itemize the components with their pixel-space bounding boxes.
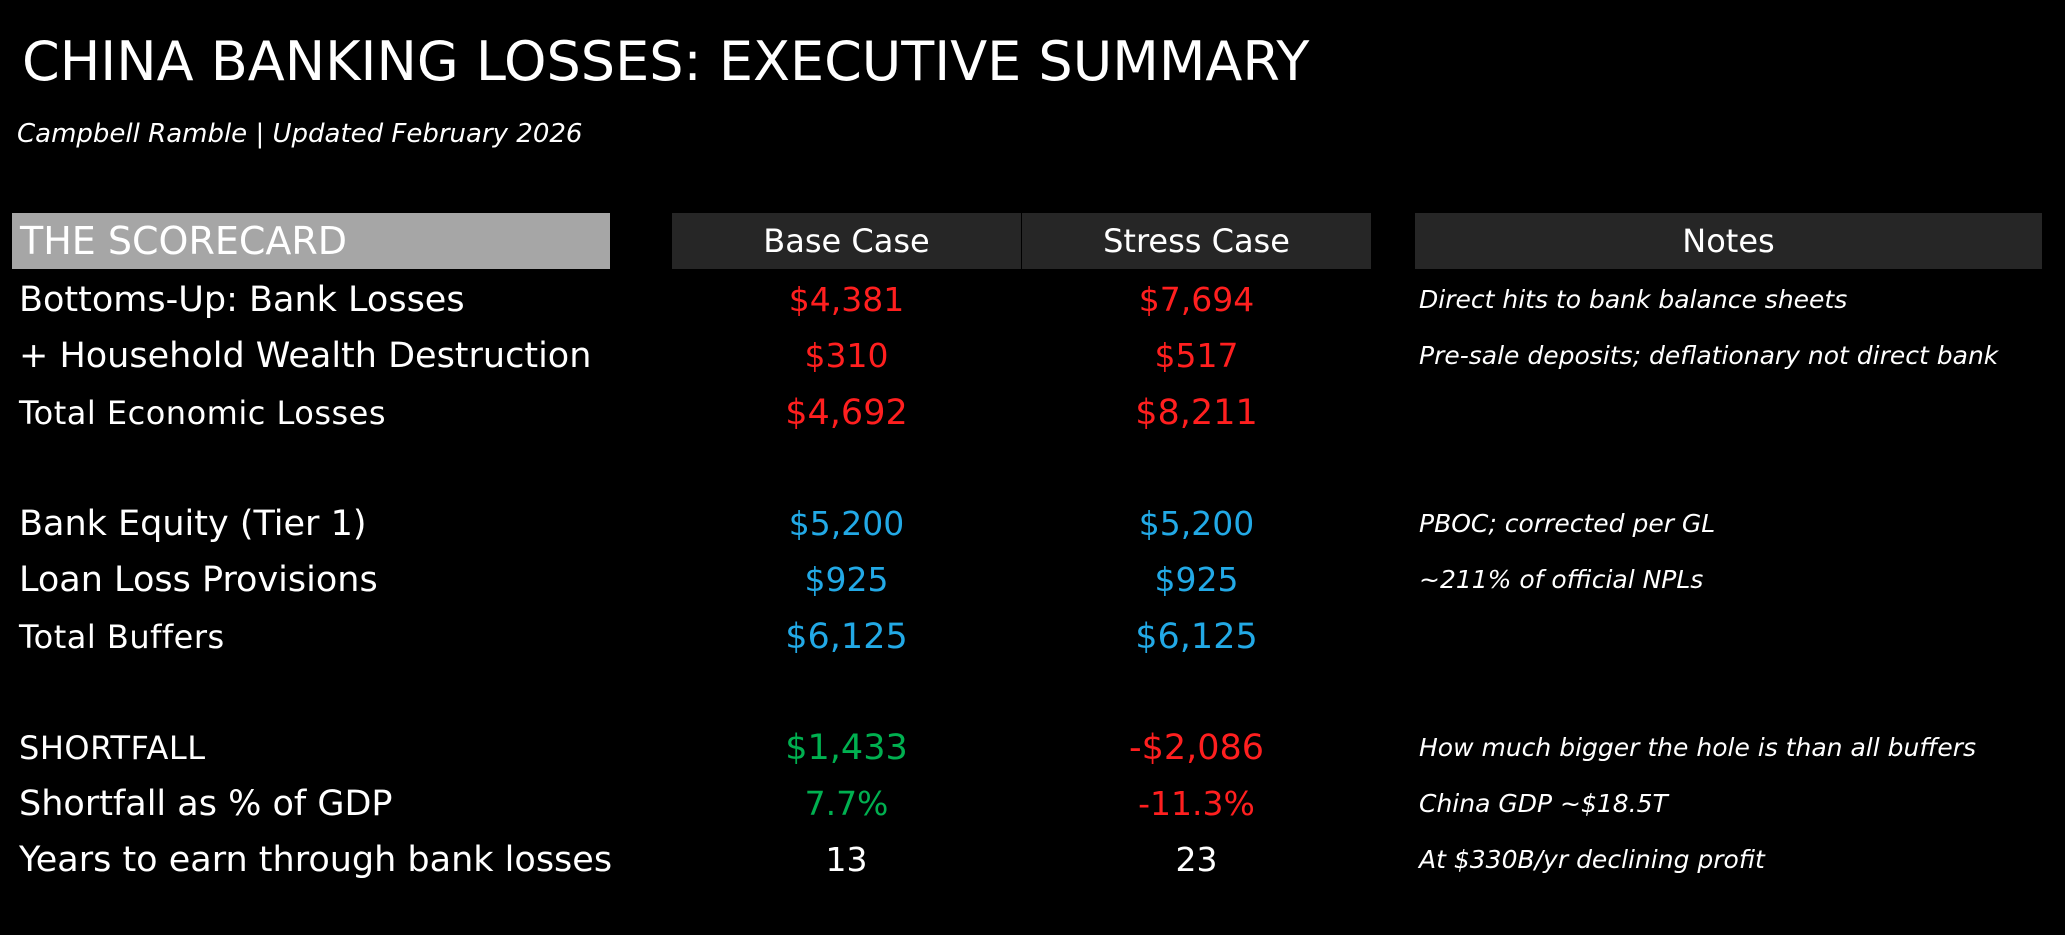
stress-value: $8,211 <box>1135 393 1258 433</box>
stress-value: $7,694 <box>1138 280 1255 319</box>
scorecard-header: THE SCORECARD <box>12 213 610 269</box>
base-case-header: Base Case <box>672 213 1021 269</box>
row-label: SHORTFALL <box>19 729 206 767</box>
base-value: $1,433 <box>785 728 908 768</box>
stress-value: $5,200 <box>1138 504 1255 543</box>
row-note: At $330B/yr declining profit <box>1419 845 1765 874</box>
row-note: ~211% of official NPLs <box>1419 565 1704 594</box>
table-row-shortfall: SHORTFALL $1,433 -$2,086 How much bigger… <box>0 720 2065 776</box>
row-note: Direct hits to bank balance sheets <box>1419 285 1848 314</box>
row-label: Total Buffers <box>19 618 225 656</box>
row-label: Bank Equity (Tier 1) <box>19 504 367 544</box>
table-row-years-to-earn: Years to earn through bank losses 13 23 … <box>0 832 2065 888</box>
stress-value: -11.3% <box>1138 784 1255 823</box>
base-value: 7.7% <box>804 784 889 823</box>
stress-value: -$2,086 <box>1128 728 1265 768</box>
page-subtitle: Campbell Ramble | Updated February 2026 <box>17 119 583 149</box>
stress-value: $517 <box>1154 336 1239 375</box>
page-title: CHINA BANKING LOSSES: EXECUTIVE SUMMARY <box>22 30 1310 93</box>
table-row-loan-loss-provisions: Loan Loss Provisions $925 $925 ~211% of … <box>0 552 2065 608</box>
stress-value: 23 <box>1175 840 1218 879</box>
table-row-household-wealth: + Household Wealth Destruction $310 $517… <box>0 328 2065 384</box>
row-note: PBOC; corrected per GL <box>1419 509 1716 538</box>
table-row-bank-losses: Bottoms-Up: Bank Losses $4,381 $7,694 Di… <box>0 272 2065 328</box>
stress-value: $6,125 <box>1135 617 1258 657</box>
notes-header: Notes <box>1415 213 2042 269</box>
row-label: + Household Wealth Destruction <box>19 336 592 376</box>
row-label: Years to earn through bank losses <box>19 840 613 880</box>
base-value: $6,125 <box>785 617 908 657</box>
base-value: $5,200 <box>788 504 905 543</box>
base-value: 13 <box>825 840 868 879</box>
table-row-shortfall-pct-gdp: Shortfall as % of GDP 7.7% -11.3% China … <box>0 776 2065 832</box>
table-row-total-buffers: Total Buffers $6,125 $6,125 <box>0 609 2065 665</box>
stress-case-header: Stress Case <box>1022 213 1371 269</box>
row-note: China GDP ~$18.5T <box>1419 789 1668 818</box>
base-value: $4,692 <box>785 393 908 433</box>
row-label: Bottoms-Up: Bank Losses <box>19 280 465 320</box>
table-row-bank-equity: Bank Equity (Tier 1) $5,200 $5,200 PBOC;… <box>0 496 2065 552</box>
base-value: $4,381 <box>788 280 905 319</box>
row-note: How much bigger the hole is than all buf… <box>1419 733 1977 762</box>
table-row-total-economic-losses: Total Economic Losses $4,692 $8,211 <box>0 385 2065 441</box>
base-value: $925 <box>804 560 889 599</box>
row-label: Shortfall as % of GDP <box>19 784 393 824</box>
row-label: Loan Loss Provisions <box>19 560 378 600</box>
base-value: $310 <box>804 336 889 375</box>
row-label: Total Economic Losses <box>19 394 387 432</box>
stress-value: $925 <box>1154 560 1239 599</box>
row-note: Pre-sale deposits; deflationary not dire… <box>1419 341 1999 370</box>
